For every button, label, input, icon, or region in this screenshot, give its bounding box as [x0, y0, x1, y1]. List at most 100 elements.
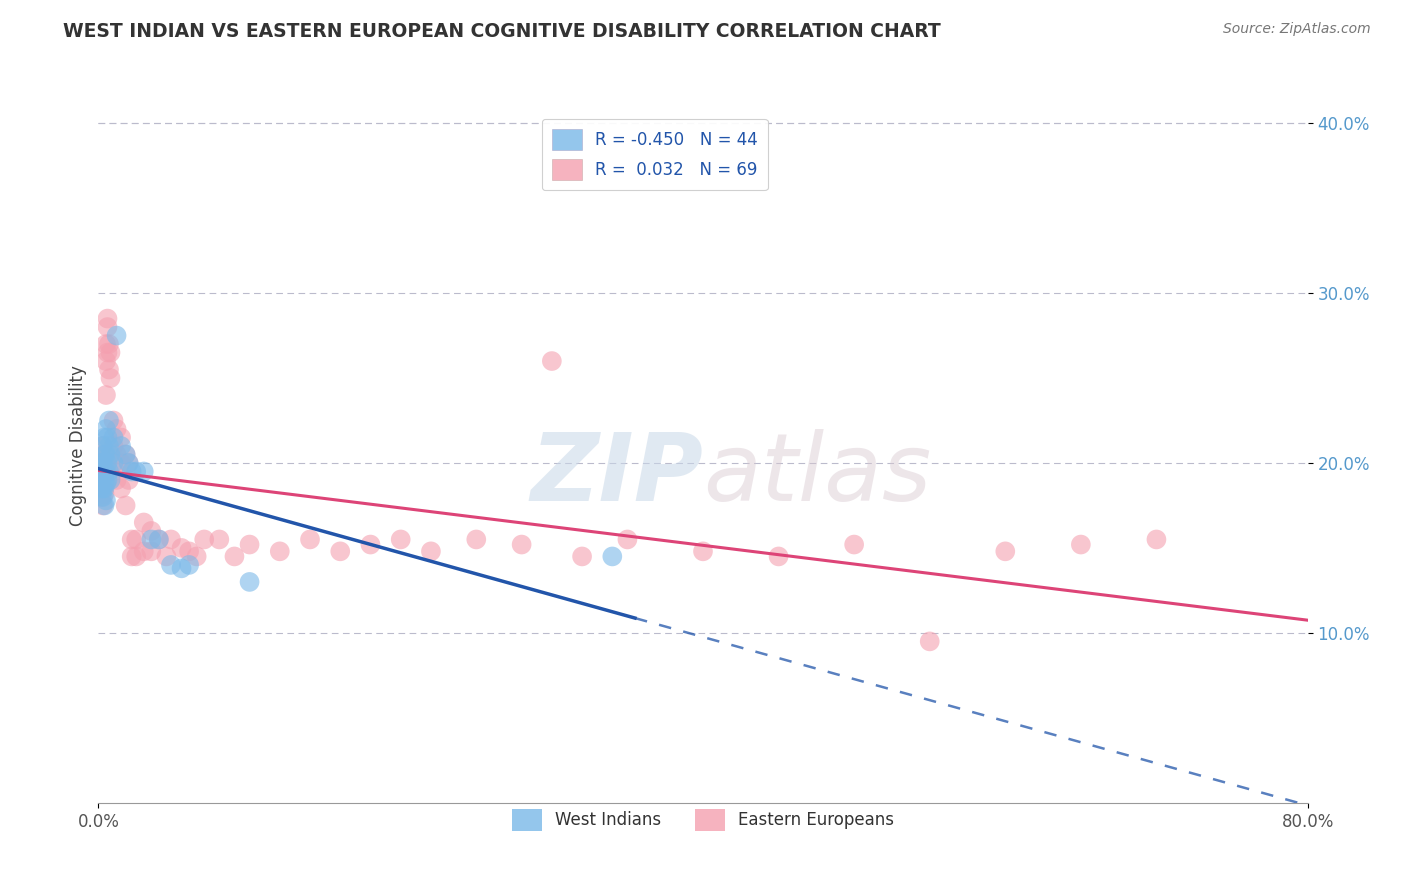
Point [93, 486, 115, 500]
Point [91, 439, 114, 453]
Point [148, 533, 170, 547]
Point [103, 430, 125, 444]
Y-axis label: Cognitive Disability: Cognitive Disability [69, 366, 87, 526]
Point [91, 482, 114, 496]
Point [465, 533, 488, 547]
Point [141, 524, 163, 538]
Point [125, 465, 148, 479]
Point [91, 499, 114, 513]
Point [90, 473, 112, 487]
Point [93, 499, 115, 513]
Point [105, 473, 128, 487]
Point [1144, 533, 1167, 547]
Point [114, 448, 136, 462]
Point [93, 430, 115, 444]
Point [91, 482, 114, 496]
Point [132, 544, 155, 558]
Point [299, 533, 322, 547]
Point [91, 456, 114, 470]
Point [125, 533, 148, 547]
Point [96, 430, 118, 444]
Point [91, 465, 114, 479]
Point [768, 549, 790, 564]
Point [160, 533, 183, 547]
Point [90, 456, 112, 470]
Point [96, 320, 118, 334]
Point [994, 544, 1017, 558]
Point [94, 493, 117, 508]
Point [93, 482, 115, 496]
Point [94, 422, 117, 436]
Point [105, 328, 128, 343]
Point [96, 456, 118, 470]
Point [118, 456, 141, 470]
Point [239, 537, 262, 551]
Point [93, 473, 115, 487]
Point [110, 430, 132, 444]
Point [170, 541, 193, 555]
Point [90, 456, 112, 470]
Point [90, 482, 112, 496]
Point [193, 533, 215, 547]
Point [103, 465, 125, 479]
Point [389, 533, 412, 547]
Point [100, 371, 122, 385]
Point [91, 490, 114, 504]
Point [269, 544, 291, 558]
Point [186, 549, 208, 564]
Point [420, 544, 443, 558]
Point [98, 465, 121, 479]
Text: WEST INDIAN VS EASTERN EUROPEAN COGNITIVE DISABILITY CORRELATION CHART: WEST INDIAN VS EASTERN EUROPEAN COGNITIV… [63, 22, 941, 41]
Point [132, 465, 155, 479]
Point [329, 544, 352, 558]
Point [105, 448, 128, 462]
Point [96, 311, 118, 326]
Point [1070, 537, 1092, 551]
Point [93, 448, 115, 462]
Point [571, 549, 593, 564]
Point [94, 337, 117, 351]
Text: ZIP: ZIP [530, 428, 703, 521]
Point [90, 490, 112, 504]
Point [616, 533, 638, 547]
Point [93, 465, 115, 479]
Legend: West Indians, Eastern Europeans: West Indians, Eastern Europeans [505, 803, 901, 838]
Point [179, 558, 201, 572]
Point [100, 345, 122, 359]
Point [98, 362, 121, 376]
Point [93, 448, 115, 462]
Point [155, 549, 177, 564]
Point [540, 354, 562, 368]
Point [91, 465, 114, 479]
Point [148, 533, 170, 547]
Point [118, 456, 141, 470]
Point [103, 413, 125, 427]
Point [90, 465, 112, 479]
Point [360, 537, 382, 551]
Point [510, 537, 533, 551]
Point [208, 533, 231, 547]
Point [110, 482, 132, 496]
Point [94, 448, 117, 462]
Text: Source: ZipAtlas.com: Source: ZipAtlas.com [1223, 22, 1371, 37]
Point [94, 388, 117, 402]
Point [110, 439, 132, 453]
Point [121, 549, 143, 564]
Point [132, 516, 155, 530]
Point [692, 544, 714, 558]
Point [118, 473, 141, 487]
Point [170, 561, 193, 575]
Point [141, 533, 163, 547]
Point [103, 439, 125, 453]
Point [141, 544, 163, 558]
Point [96, 345, 118, 359]
Point [602, 549, 624, 564]
Point [94, 354, 117, 368]
Point [114, 448, 136, 462]
Point [918, 634, 941, 648]
Point [94, 476, 117, 491]
Point [98, 439, 121, 453]
Point [160, 558, 183, 572]
Point [100, 473, 122, 487]
Point [103, 456, 125, 470]
